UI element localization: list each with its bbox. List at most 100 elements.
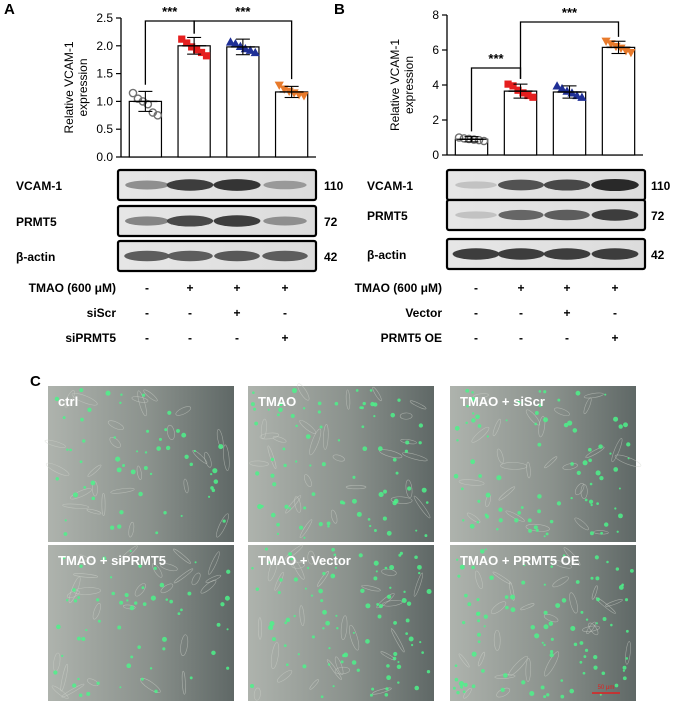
fluorescent-cell: [570, 625, 576, 631]
fluorescent-cell: [465, 421, 468, 425]
fluorescent-cell: [572, 428, 578, 433]
cell-outline: [122, 604, 136, 610]
blot-band: [543, 179, 591, 191]
fluorescent-cell: [154, 689, 158, 694]
fluorescent-cell: [417, 564, 422, 570]
fluorescent-cell: [142, 602, 147, 606]
cell-outline: [525, 658, 532, 682]
fluorescent-cell: [622, 665, 627, 670]
fluorescent-cell: [334, 401, 339, 406]
micrograph-label: TMAO + Vector: [258, 553, 351, 568]
data-point: [245, 45, 255, 54]
fluorescent-cell: [521, 580, 526, 585]
micrograph-label: TMAO + siScr: [460, 394, 545, 409]
fluorescent-cell: [458, 680, 465, 687]
fluorescent-cell: [342, 653, 346, 658]
cell-outline: [322, 424, 329, 450]
fluorescent-cell: [471, 565, 475, 570]
fluorescent-cell: [618, 513, 623, 519]
fluorescent-cell: [403, 590, 406, 594]
y-axis-title: Relative VCAM-1expression: [388, 39, 416, 131]
fluorescent-cell: [319, 425, 323, 429]
fluorescent-cell: [167, 410, 172, 415]
data-point: [529, 93, 537, 101]
condition-sign: +: [611, 331, 618, 345]
fluorescent-cell: [595, 470, 601, 476]
scale-bar-label: 50 μm: [598, 685, 615, 691]
cell-outline: [381, 568, 397, 576]
fluorescent-cell: [621, 583, 624, 587]
condition-sign: +: [233, 281, 240, 295]
fluorescent-cell: [283, 463, 287, 468]
fluorescent-cell: [276, 522, 280, 527]
fluorescent-cell: [373, 415, 376, 418]
fluorescent-cell: [418, 423, 424, 428]
fluorescent-cell: [392, 656, 397, 661]
fluorescent-cell: [549, 650, 554, 654]
fluorescent-cell: [331, 547, 335, 552]
blot-band: [543, 248, 591, 260]
fluorescent-cell: [425, 501, 429, 504]
fluorescent-cell: [279, 578, 283, 582]
fluorescent-cell: [119, 510, 124, 515]
data-point: [572, 90, 582, 100]
fluorescent-cell: [523, 564, 526, 567]
fluorescent-cell: [613, 416, 619, 422]
fluorescent-cell: [529, 690, 535, 697]
cell-outline: [526, 461, 531, 479]
fluorescent-cell: [269, 621, 275, 627]
condition-label: siScr: [87, 306, 117, 320]
fluorescent-cell: [271, 637, 276, 642]
fluorescent-cell: [257, 503, 263, 510]
condition-sign: -: [565, 331, 569, 345]
cell-outline: [208, 551, 220, 575]
fluorescent-cell: [134, 601, 138, 605]
fluorescent-cell: [424, 534, 428, 538]
cell-outline: [160, 563, 178, 572]
cell-outline: [580, 484, 588, 499]
fluorescent-cell: [336, 627, 339, 630]
cell-outline: [413, 572, 424, 597]
fluorescent-cell: [500, 687, 505, 693]
fluorescent-cell: [342, 501, 346, 505]
fluorescent-cell: [503, 673, 508, 678]
y-tick-label: 1.0: [96, 94, 113, 108]
fluorescent-cell: [498, 507, 503, 512]
significance-bracket: [193, 20, 293, 80]
fluorescent-cell: [373, 529, 377, 532]
fluorescent-cell: [618, 585, 624, 590]
fluorescent-cell: [332, 685, 335, 688]
fluorescent-cell: [483, 625, 486, 628]
fluorescent-cell: [476, 598, 480, 602]
fluorescent-cell: [476, 520, 480, 524]
cell-outline: [87, 464, 102, 477]
data-point: [230, 38, 241, 48]
fluorescent-cell: [80, 417, 84, 422]
cell-outline: [458, 653, 470, 668]
fluorescent-cell: [140, 677, 144, 681]
cell-outline: [223, 444, 230, 471]
fluorescent-cell: [414, 685, 420, 691]
fluorescent-cell: [615, 567, 620, 571]
fluorescent-cell: [538, 390, 542, 393]
blot-band: [498, 209, 544, 221]
significance-label: ***: [562, 5, 578, 20]
fluorescent-cell: [545, 532, 549, 536]
cell-outline: [191, 572, 201, 586]
cell-outline: [563, 547, 581, 566]
fluorescent-cell: [543, 417, 549, 423]
cell-outline: [500, 462, 528, 470]
fluorescent-cell: [96, 598, 100, 602]
cell-outline: [139, 677, 161, 693]
blot-band: [455, 181, 497, 189]
fluorescent-cell: [465, 388, 470, 393]
y-axis-title-line: Relative VCAM-1: [62, 41, 76, 133]
fluorescent-cell: [119, 600, 124, 605]
data-point: [626, 48, 636, 58]
fluorescent-cell: [284, 504, 289, 509]
fluorescent-cell: [226, 666, 230, 670]
fluorescent-cell: [369, 389, 373, 392]
fluorescent-cell: [386, 594, 392, 599]
fluorescent-cell: [56, 624, 61, 630]
fluorescent-cell: [72, 588, 76, 592]
